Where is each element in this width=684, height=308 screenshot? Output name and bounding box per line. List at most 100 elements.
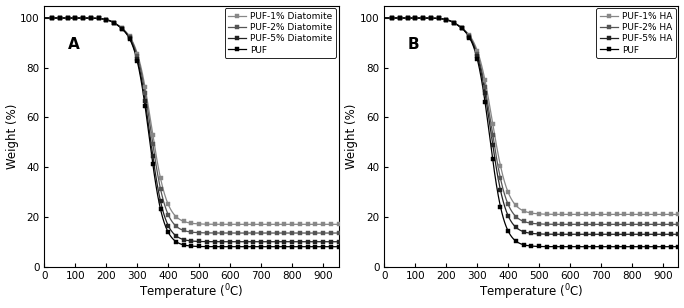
PUF-1% Diatomite [110,21,118,25]
PUF-1% HA [535,212,543,216]
PUF-2% HA [667,222,675,226]
PUF-1% Diatomite [148,133,157,137]
PUF-5% Diatomite [180,238,188,241]
PUF-2% HA [388,16,396,20]
PUF-1% HA [597,213,605,216]
PUF-1% Diatomite [265,222,273,226]
PUF-1% HA [404,16,412,20]
PUF-1% HA [411,16,419,20]
PUF-2% HA [589,222,597,226]
PUF-1% Diatomite [280,222,289,226]
PUF-1% HA [558,213,566,216]
PUF [110,21,118,25]
PUF-5% HA [659,233,667,236]
PUF-5% Diatomite [79,16,88,20]
PUF-2% HA [551,222,559,226]
PUF-2% HA [481,85,489,89]
PUF-5% Diatomite [295,240,304,244]
PUF-1% Diatomite [249,222,257,226]
PUF-1% HA [473,49,482,52]
PUF-1% Diatomite [334,222,343,226]
PUF-1% Diatomite [118,26,126,30]
X-axis label: Temperature ($^{0}$C): Temperature ($^{0}$C) [140,283,244,302]
PUF [450,21,458,25]
PUF [304,245,312,249]
PUF-1% Diatomite [157,176,165,180]
PUF [327,245,335,249]
PUF-5% Diatomite [133,58,142,61]
PUF [458,26,466,30]
PUF-1% HA [488,122,497,125]
PUF-2% Diatomite [141,91,149,95]
PUF [241,245,250,249]
PUF-1% HA [388,16,396,20]
PUF-5% HA [504,214,512,218]
PUF-1% HA [612,213,620,216]
PUF-1% Diatomite [211,222,219,226]
PUF-1% HA [520,209,528,213]
PUF-5% HA [543,232,551,236]
PUF-5% Diatomite [257,240,265,244]
PUF [125,37,133,41]
PUF-2% HA [488,133,497,137]
PUF [203,245,211,249]
Y-axis label: Weight (%): Weight (%) [345,103,358,169]
PUF-5% HA [612,233,620,236]
PUF-2% Diatomite [195,231,203,235]
PUF-5% Diatomite [319,240,327,244]
PUF-2% HA [404,16,412,20]
PUF [48,16,56,20]
PUF-5% HA [644,233,652,236]
PUF [234,245,242,249]
PUF-2% HA [581,222,590,226]
PUF [295,245,304,249]
PUF-1% Diatomite [141,85,149,89]
X-axis label: Temperature ($^{0}$C): Temperature ($^{0}$C) [479,283,583,302]
PUF-2% Diatomite [241,231,250,235]
PUF-1% Diatomite [304,222,312,226]
PUF-2% Diatomite [71,16,79,20]
PUF-1% HA [651,213,659,216]
PUF-2% HA [620,222,629,226]
PUF-5% HA [473,54,482,58]
PUF-1% HA [644,213,652,216]
Line: PUF-2% HA: PUF-2% HA [390,16,681,226]
PUF-1% HA [504,191,512,194]
PUF-5% Diatomite [187,239,196,243]
PUF-2% Diatomite [304,231,312,235]
Line: PUF-1% HA: PUF-1% HA [390,16,681,216]
PUF-5% Diatomite [148,154,157,158]
PUF [465,36,473,39]
PUF [396,16,404,20]
PUF-5% HA [396,16,404,20]
PUF-5% Diatomite [94,17,103,20]
PUF [527,244,536,248]
PUF-2% HA [450,21,458,25]
PUF-2% Diatomite [280,231,289,235]
PUF [667,245,675,249]
PUF [94,17,103,20]
PUF [481,100,489,103]
PUF-2% HA [520,220,528,223]
PUF-1% Diatomite [218,222,226,226]
PUF-1% HA [465,34,473,37]
PUF-5% HA [566,233,574,236]
PUF [265,245,273,249]
PUF-5% HA [628,233,636,236]
PUF-2% HA [465,34,473,38]
PUF [64,16,72,20]
PUF-2% HA [527,221,536,225]
PUF-5% Diatomite [288,240,296,244]
PUF-2% Diatomite [118,26,126,30]
PUF [581,245,590,249]
PUF [473,57,482,61]
PUF-2% HA [504,203,512,206]
PUF-2% Diatomite [79,16,88,20]
PUF-1% Diatomite [125,34,133,38]
PUF [257,245,265,249]
PUF-2% HA [674,222,683,226]
PUF-2% HA [512,215,520,218]
PUF [543,245,551,249]
PUF-1% Diatomite [180,220,188,223]
PUF [187,244,196,248]
